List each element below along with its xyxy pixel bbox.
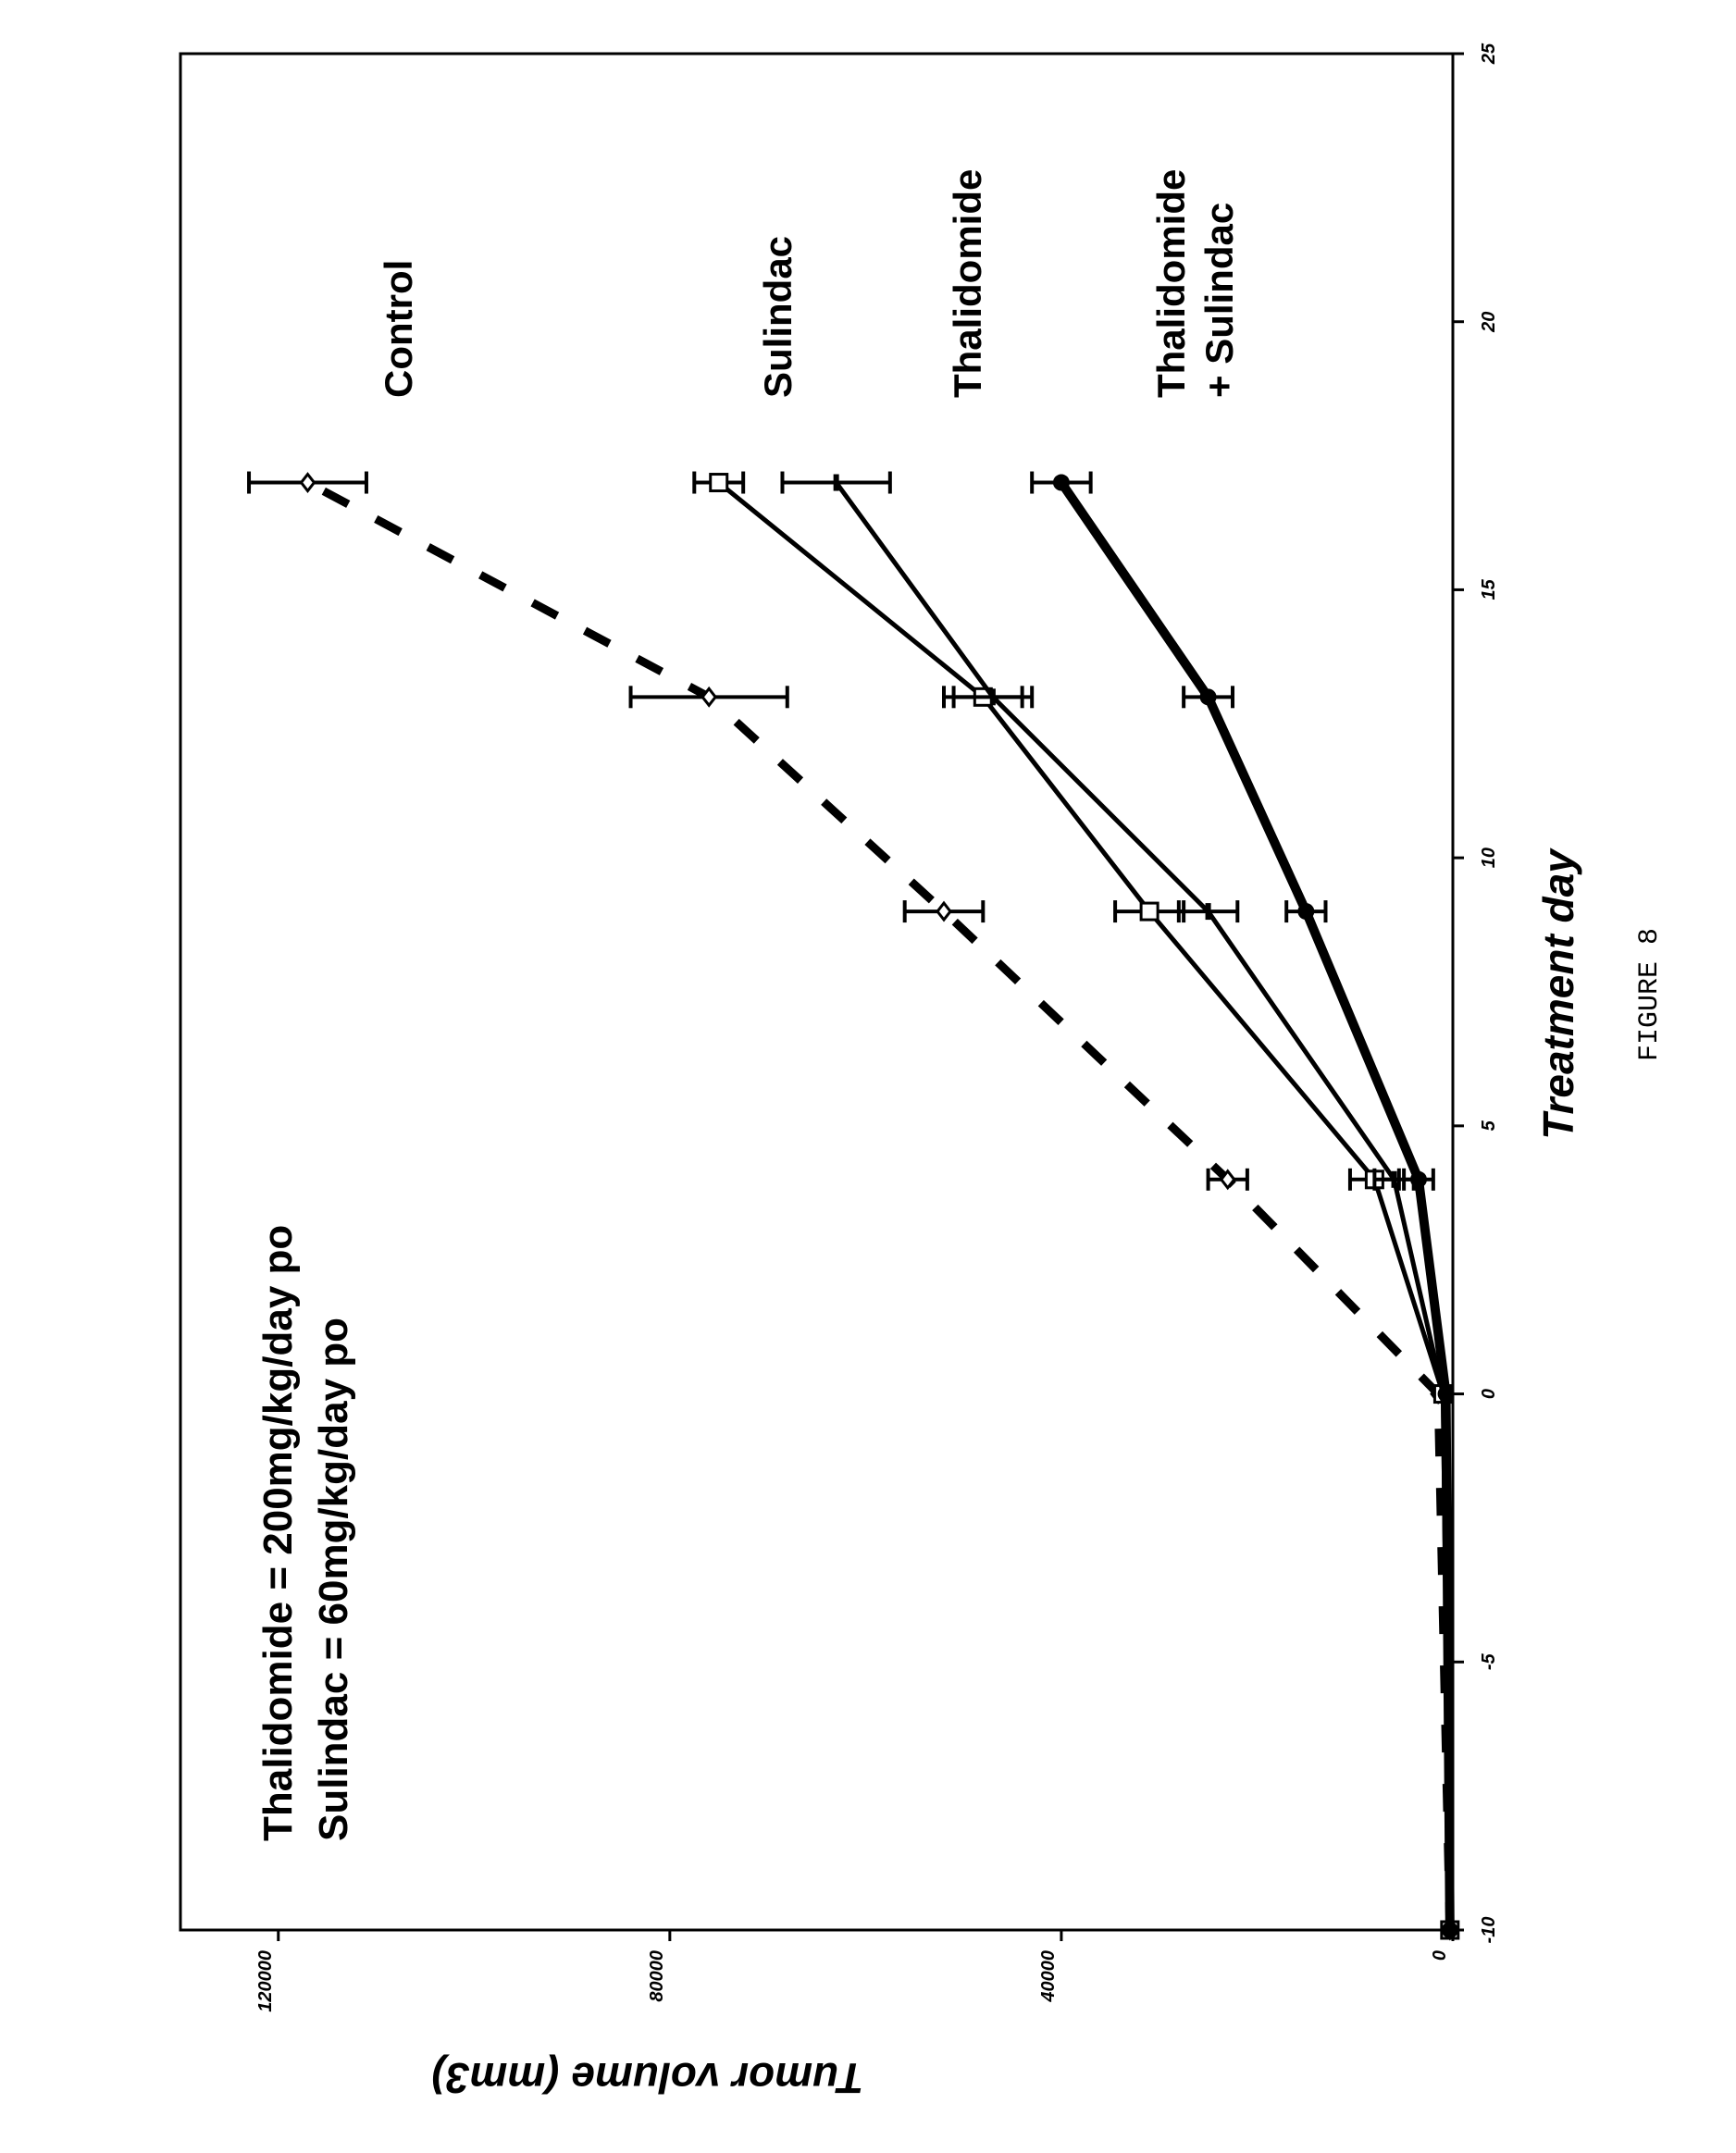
x-tick-label: 0 (1479, 1389, 1499, 1399)
data-point (1392, 1171, 1397, 1188)
data-point (990, 688, 996, 705)
y-axis-title: Tumor volume (mm3) (432, 2054, 864, 2102)
x-tick-label: 5 (1479, 1120, 1499, 1131)
axes: -10 -5 0 5 10 15 20 25 0 40000 80000 120000 (255, 43, 1499, 2012)
series-label: Sulindac (756, 236, 800, 398)
series-label: Control (377, 260, 420, 398)
series-line (1061, 483, 1450, 1930)
series-labels: ControlSulindacThalidomideThalidomide+ S… (377, 169, 1241, 398)
annotation-thalidomide-dose: Thalidomide = 200mg/kg/day po (255, 1225, 301, 1841)
data-point (834, 475, 839, 491)
chart: -10 -5 0 5 10 15 20 25 0 40000 80000 120000 Tumor v… (0, 0, 1736, 2153)
series-1 (694, 472, 1458, 1938)
data-point (1141, 903, 1158, 920)
data-point (711, 475, 727, 491)
series-2 (782, 472, 1452, 1938)
series-line (837, 483, 1450, 1930)
x-tick-label: 25 (1479, 43, 1499, 65)
x-tick-label: -5 (1479, 1653, 1499, 1671)
series-label: Thalidomide (1149, 169, 1193, 398)
figure-caption: FIGURE 8 (1634, 928, 1666, 1061)
data-point (1206, 903, 1211, 920)
data-point (1200, 688, 1217, 705)
series-line (308, 483, 1450, 1930)
series-label: + Sulindac (1197, 203, 1241, 398)
data-point (1297, 903, 1314, 920)
series-3 (1032, 472, 1458, 1938)
data-point (1438, 1386, 1455, 1403)
data-point (1442, 1922, 1458, 1938)
data-point (937, 903, 950, 920)
y-tick-label: 40000 (1038, 1950, 1059, 2003)
data-point (1053, 475, 1070, 491)
series-layer (249, 472, 1458, 1938)
data-point (1410, 1171, 1427, 1188)
x-axis-title: Treatment day (1534, 848, 1582, 1140)
annotation-sulindac-dose: Sulindac = 60mg/kg/day po (311, 1318, 356, 1841)
x-tick-label: 15 (1479, 578, 1499, 600)
y-tick-label: 80000 (647, 1950, 667, 2002)
series-0 (249, 472, 1457, 1938)
y-tick-label: 120000 (255, 1950, 276, 2012)
x-tick-label: 10 (1479, 848, 1499, 868)
series-line (719, 483, 1450, 1930)
x-tick-label: 20 (1479, 312, 1499, 333)
series-label: Thalidomide (946, 169, 989, 398)
y-tick-label: 0 (1430, 1950, 1450, 1961)
data-point (302, 475, 315, 491)
x-tick-label: -10 (1479, 1917, 1499, 1944)
